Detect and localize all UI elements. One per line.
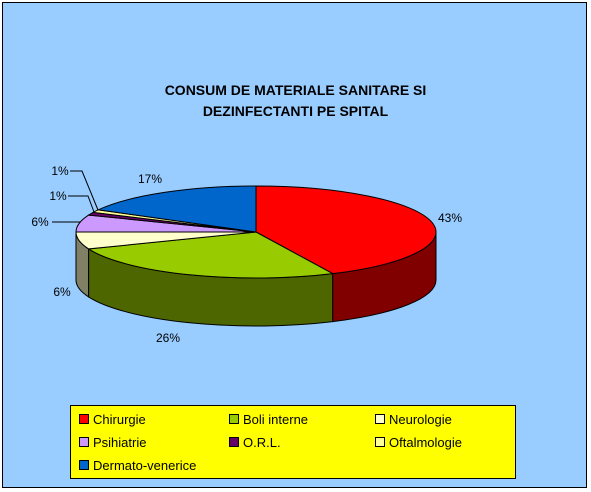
legend-item-dermato-venerice: Dermato-venerice xyxy=(79,458,196,474)
chart-title: CONSUM DE MATERIALE SANITARE SI DEZINFEC… xyxy=(0,80,591,122)
data-label-dermato-venerice: 17% xyxy=(138,172,162,186)
data-label-chirurgie: 43% xyxy=(438,211,462,225)
legend-label: Chirurgie xyxy=(93,412,146,427)
legend-label: Psihiatrie xyxy=(93,435,147,450)
pie-slice-chirurgie xyxy=(255,185,437,275)
legend-item-psihiatrie: Psihiatrie xyxy=(79,435,146,451)
legend-swatch xyxy=(375,414,385,424)
chart-title-line-1: CONSUM DE MATERIALE SANITARE SI xyxy=(164,82,427,98)
legend-item-o-r-l-: O.R.L. xyxy=(229,435,281,451)
legend-swatch xyxy=(79,460,89,470)
pie-slice-boli-interne xyxy=(87,231,335,279)
data-label-o-r-l-: 1% xyxy=(49,189,67,203)
legend-swatch xyxy=(229,437,239,447)
data-label-psihiatrie: 6% xyxy=(31,215,49,229)
legend-item-chirurgie: Chirurgie xyxy=(79,412,146,428)
legend-label: Neurologie xyxy=(389,412,452,427)
legend-swatch xyxy=(79,414,89,424)
legend-swatch xyxy=(229,414,239,424)
data-label-boli-interne: 26% xyxy=(156,331,180,345)
legend-label: Oftalmologie xyxy=(389,435,462,450)
legend-label: O.R.L. xyxy=(243,435,281,450)
legend-label: Boli interne xyxy=(243,412,309,427)
legend-item-boli-interne: Boli interne xyxy=(229,412,308,428)
leader-line xyxy=(70,170,99,211)
data-label-neurologie: 6% xyxy=(53,285,71,299)
legend-item-oftalmologie: Oftalmologie xyxy=(375,435,462,451)
leader-line xyxy=(68,195,95,213)
legend-label: Dermato-venerice xyxy=(93,458,197,473)
data-label-oftalmologie: 1% xyxy=(51,164,69,178)
pie-slice-dermato-venerice xyxy=(96,185,257,233)
chart-title-line-2: DEZINFECTANTI PE SPITAL xyxy=(202,103,389,119)
legend-item-neurologie: Neurologie xyxy=(375,412,452,428)
legend: Chirurgie Boli interne Neurologie Psihiatri… xyxy=(70,405,516,479)
legend-swatch xyxy=(375,437,385,447)
legend-swatch xyxy=(79,437,89,447)
